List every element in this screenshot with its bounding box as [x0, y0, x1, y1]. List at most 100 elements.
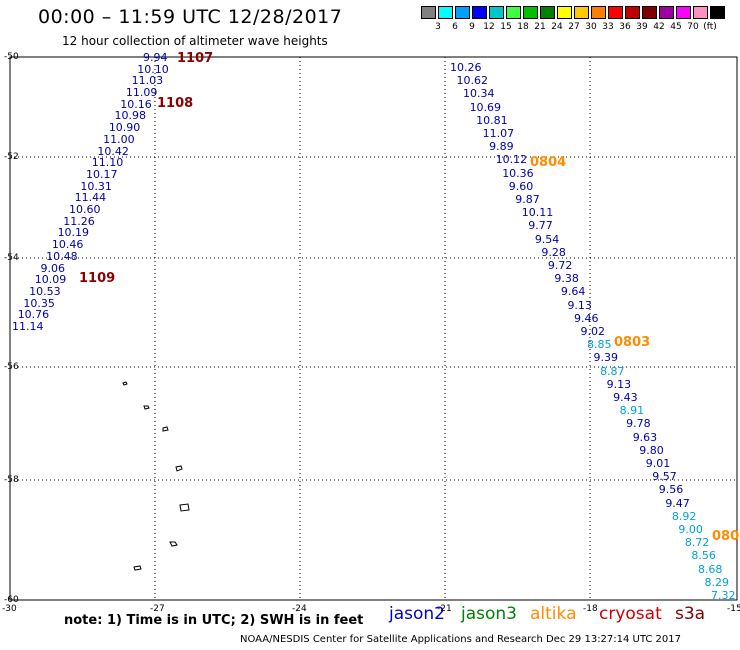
wave-height-value: 9.63: [632, 430, 658, 444]
wave-height-value: 10.17: [86, 167, 118, 181]
island-outline: [143, 405, 150, 410]
wave-height-value: 7.32: [711, 589, 736, 602]
island-outline: [133, 565, 142, 571]
wave-height-value: 11.26: [63, 214, 95, 228]
wave-height-value: 10.36: [502, 166, 534, 180]
legend-swatch: [421, 6, 436, 19]
pass-time-label: 1109: [79, 271, 116, 286]
legend-swatch: [625, 6, 640, 19]
wave-height-value: 10.09: [34, 273, 67, 287]
wave-height-value: 10.46: [51, 238, 84, 252]
legend-swatch: [455, 6, 470, 19]
island-outline: [169, 541, 178, 547]
wave-height-value: 9.13: [606, 377, 632, 391]
legend-swatch: [608, 6, 623, 19]
pass-time-label: 0804: [530, 155, 567, 170]
wave-height-value: 9.72: [547, 259, 573, 272]
wave-height-value: 11.10: [91, 156, 124, 170]
legend-swatch: [676, 6, 691, 19]
lon-tick-label: -21: [437, 604, 452, 614]
lon-tick-label: -30: [2, 604, 17, 614]
wave-height-value: 10.19: [57, 226, 90, 240]
wave-height-value: 9.94: [143, 51, 168, 64]
legend-swatch: [506, 6, 521, 19]
legend-label: (ft): [703, 22, 717, 32]
lat-tick-label: -52: [4, 152, 19, 162]
wave-height-value: 9.54: [534, 232, 560, 246]
note-text: note: 1) Time is in UTC; 2) SWH is in fe…: [64, 613, 364, 628]
pass-time-label: 0803: [614, 335, 651, 350]
wave-height-value: 9.77: [528, 219, 553, 233]
legend-swatch: [540, 6, 555, 19]
wave-height-value: 9.28: [541, 245, 566, 259]
pass-time-label: 1108: [157, 96, 194, 111]
legend-label: 15: [500, 22, 512, 32]
wave-height-value: 9.06: [40, 261, 65, 275]
lon-tick-label: -15: [727, 604, 740, 614]
wave-height-value: 9.87: [515, 193, 540, 206]
wave-height-value: 10.16: [120, 97, 152, 111]
wave-height-value: 10.35: [23, 296, 55, 310]
lat-tick-label: -60: [4, 595, 19, 605]
wave-height-value: 10.26: [450, 61, 482, 74]
wave-height-value: 11.03: [131, 74, 164, 88]
wave-height-value: 10.34: [463, 87, 495, 101]
island-outline: [175, 465, 183, 472]
legend-swatch: [693, 6, 708, 19]
wave-height-value: 11.07: [482, 127, 515, 140]
lon-tick-label: -18: [583, 604, 598, 614]
sat-label-jason3: jason3: [461, 604, 517, 624]
wave-height-value: 8.68: [697, 562, 723, 576]
legend-label: 70: [687, 22, 699, 32]
legend-swatch: [557, 6, 572, 19]
legend-label: 36: [619, 22, 631, 32]
legend-label: 6: [452, 22, 458, 32]
legend-label: 12: [483, 22, 495, 32]
lon-tick-label: -27: [150, 604, 165, 614]
wave-height-value: 8.87: [600, 364, 625, 378]
legend-swatch: [523, 6, 538, 19]
wave-height-value: 10.12: [495, 153, 528, 167]
wave-height-value: 9.78: [626, 417, 651, 431]
legend-label: 18: [517, 22, 529, 32]
legend-label: 24: [551, 22, 563, 32]
wave-height-value: 10.42: [97, 144, 129, 158]
wave-height-value: 9.01: [645, 457, 671, 470]
island-outline: [162, 426, 169, 432]
legend-label: 33: [602, 22, 614, 32]
pass-time-label: 1107: [177, 51, 214, 66]
wave-height-value: 9.02: [580, 325, 606, 338]
lat-tick-label: -58: [4, 475, 19, 485]
wave-height-value: 10.31: [80, 179, 112, 193]
wave-height-value: 10.98: [114, 109, 147, 123]
wave-height-value: 10.90: [108, 121, 141, 135]
sat-label-altika: altika: [530, 604, 577, 624]
wave-height-value: 9.13: [567, 298, 592, 312]
island-outline: [179, 503, 190, 512]
wave-height-value: 8.29: [704, 575, 729, 589]
wave-height-value: 10.69: [469, 100, 502, 114]
wave-height-value: 11.14: [12, 320, 44, 333]
wave-height-value: 10.60: [68, 203, 101, 217]
wave-height-value: 11.00: [103, 132, 135, 146]
legend-swatch: [642, 6, 657, 19]
map-frame: [9, 56, 738, 601]
sat-label-cryosat: cryosat: [599, 604, 662, 624]
wave-height-value: 8.91: [619, 404, 645, 418]
legend-swatch: [489, 6, 504, 19]
wave-height-value: 9.89: [489, 140, 514, 154]
wave-height-value: 10.11: [521, 206, 554, 220]
wave-height-value: 9.38: [554, 272, 579, 286]
legend-swatch: [710, 6, 725, 19]
sat-label-s3a: s3a: [675, 604, 706, 624]
legend-swatch: [591, 6, 606, 19]
credit-line: NOAA/NESDIS Center for Satellite Applica…: [240, 634, 682, 645]
legend-label: 30: [585, 22, 597, 32]
wave-height-value: 10.48: [46, 249, 78, 263]
wave-height-value: 10.53: [29, 284, 61, 298]
wave-height-value: 9.80: [639, 443, 664, 457]
wave-height-value: 9.46: [573, 311, 599, 325]
wave-height-value: 9.47: [665, 496, 690, 510]
legend-swatch: [438, 6, 453, 19]
wave-height-value: 8.72: [684, 536, 710, 550]
